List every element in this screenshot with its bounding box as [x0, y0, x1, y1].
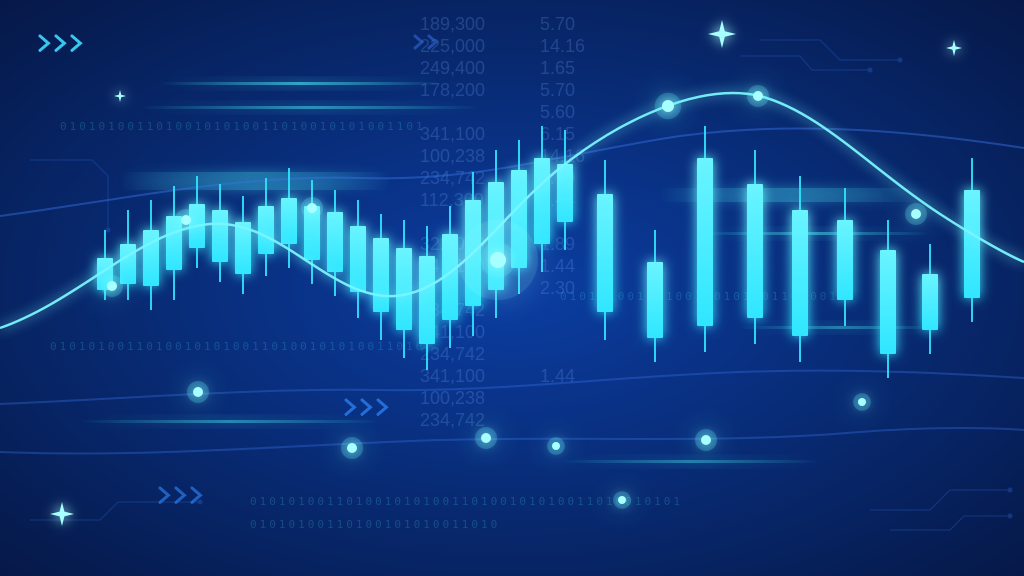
- svg-text:341,100: 341,100: [420, 366, 485, 386]
- candle: [396, 248, 412, 330]
- candle: [419, 256, 435, 344]
- candle: [534, 158, 550, 244]
- svg-text:234,742: 234,742: [420, 410, 485, 430]
- svg-text:1.44: 1.44: [540, 256, 575, 276]
- candle: [212, 210, 228, 262]
- svg-text:5.70: 5.70: [540, 14, 575, 34]
- svg-text:1.65: 1.65: [540, 58, 575, 78]
- candle: [837, 220, 853, 300]
- candle: [697, 158, 713, 326]
- central-flare: [458, 220, 538, 300]
- svg-text:5.60: 5.60: [540, 102, 575, 122]
- svg-text:010101001101001010100110100101: 010101001101001010100110100101010011010: [50, 340, 425, 353]
- candle: [120, 244, 136, 284]
- candle: [557, 164, 573, 222]
- candle: [880, 250, 896, 354]
- svg-text:14.16: 14.16: [540, 36, 585, 56]
- candle: [350, 226, 366, 292]
- candle: [747, 184, 763, 318]
- svg-text:010101001101001010100110100101: 01010100110100101010011010010101001101: [60, 120, 426, 133]
- svg-text:6.15: 6.15: [540, 124, 575, 144]
- financial-candlestick-illustration: 189,300225,000249,400178,200341,100100,2…: [0, 0, 1024, 576]
- candle: [373, 238, 389, 312]
- candle: [258, 206, 274, 254]
- candle: [281, 198, 297, 244]
- candle: [143, 230, 159, 286]
- svg-text:5.70: 5.70: [540, 80, 575, 100]
- candle: [964, 190, 980, 298]
- svg-text:234,742: 234,742: [420, 168, 485, 188]
- candle: [647, 262, 663, 338]
- candle: [327, 212, 343, 272]
- svg-text:100,238: 100,238: [420, 388, 485, 408]
- candle: [792, 210, 808, 336]
- svg-text:01010100110100101010011010: 01010100110100101010011010: [250, 518, 500, 531]
- candle: [922, 274, 938, 330]
- svg-text:341,100: 341,100: [420, 124, 485, 144]
- svg-text:189,300: 189,300: [420, 14, 485, 34]
- chart-svg: 189,300225,000249,400178,200341,100100,2…: [0, 0, 1024, 576]
- svg-text:234,742: 234,742: [420, 344, 485, 364]
- candle: [597, 194, 613, 312]
- svg-text:100,238: 100,238: [420, 146, 485, 166]
- svg-text:249,400: 249,400: [420, 58, 485, 78]
